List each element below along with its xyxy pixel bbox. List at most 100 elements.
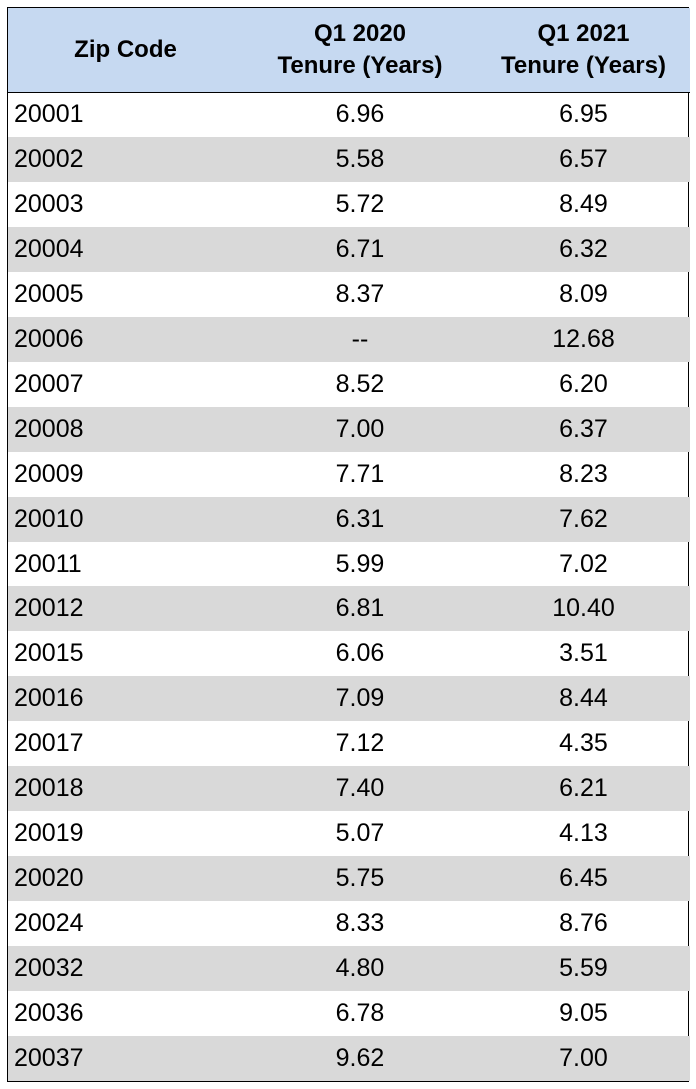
q1-2021-cell: 6.95 [559,100,608,129]
zip-cell: 20036 [14,999,84,1028]
table-row: 20018 7.40 6.21 [8,766,690,812]
q1-2021-cell: 6.21 [477,766,690,812]
header-zip-code-label: Zip Code [74,35,177,63]
zip-cell: 20019 [14,819,84,848]
q1-2021-cell: 8.49 [559,189,608,218]
table-row: 20015 6.06 3.51 [8,631,690,676]
table-row: 20003 5.72 8.49 [8,182,690,227]
q1-2021-cell: 7.62 [477,496,690,542]
q1-2020-cell: 8.52 [335,369,385,398]
q1-2021-cell: 6.32 [477,226,690,272]
table-row: 20002 5.58 6.57 [8,136,690,182]
zip-cell: 20004 [8,226,243,272]
q1-2021-cell: 6.57 [477,136,690,182]
q1-2021-cell: 4.35 [559,729,608,758]
table-row: 20007 8.52 6.20 [8,362,690,407]
zip-cell: 20032 [8,946,243,992]
q1-2021-cell: 8.76 [559,909,608,938]
q1-2021-cell: 6.37 [477,406,690,452]
zip-cell: 20011 [14,549,82,578]
table-row: 20017 7.12 4.35 [8,721,690,766]
table-row: 20037 9.62 7.00 [8,1036,690,1081]
q1-2021-cell: 6.20 [559,369,608,398]
q1-2021-cell: 8.44 [477,676,690,722]
q1-2021-cell: 8.23 [559,459,608,488]
zip-cell: 20001 [14,100,84,129]
table-row: 20006 -- 12.68 [8,316,690,362]
header-zip-code: Zip Code [8,8,243,93]
q1-2021-cell: 8.09 [559,279,608,308]
q1-2020-cell: 8.37 [335,279,385,308]
q1-2021-cell: 5.59 [477,946,690,992]
zip-cell: 20037 [8,1036,243,1081]
zip-cell: 20002 [8,136,243,182]
zip-cell: 20024 [14,909,84,938]
q1-2020-cell: 7.40 [243,766,477,812]
q1-2021-cell: 6.45 [477,856,690,902]
q1-2020-cell: 8.33 [335,909,385,938]
q1-2020-cell: 6.81 [243,586,477,632]
q1-2020-cell: 5.07 [335,819,385,848]
table-header: Zip Code Q1 2020 Tenure (Years) Q1 2021 … [8,8,690,93]
q1-2020-cell: 7.71 [335,459,385,488]
header-q1-2021-line2: Tenure (Years) [501,51,666,79]
table-row: 20010 6.31 7.62 [8,496,690,542]
header-q1-2020: Q1 2020 Tenure (Years) [243,8,477,93]
q1-2020-cell: 5.58 [243,136,477,182]
q1-2020-cell: 7.00 [243,406,477,452]
table-row: 20016 7.09 8.44 [8,676,690,722]
q1-2021-cell: 3.51 [559,639,608,668]
q1-2020-cell: 5.75 [243,856,477,902]
zip-cell: 20005 [14,279,84,308]
zip-cell: 20018 [8,766,243,812]
q1-2020-cell: 5.99 [335,549,385,578]
q1-2020-cell: 7.12 [335,729,385,758]
q1-2020-cell: 6.31 [243,496,477,542]
q1-2020-cell: -- [243,316,477,362]
q1-2021-cell: 7.02 [559,549,608,578]
table-row: 20036 6.78 9.05 [8,991,690,1036]
table-body: 20001 6.96 6.95 20002 5.58 6.57 20003 5.72 8.4… [8,92,690,1081]
q1-2021-cell: 12.68 [477,316,690,362]
table-row: 20001 6.96 6.95 [8,92,690,137]
table-row: 20005 8.37 8.09 [8,272,690,317]
table-row: 20019 5.07 4.13 [8,811,690,856]
q1-2020-cell: 6.06 [335,639,385,668]
q1-2021-cell: 9.05 [559,999,608,1028]
table-row: 20020 5.75 6.45 [8,856,690,902]
zip-cell: 20020 [8,856,243,902]
q1-2020-cell: 4.80 [243,946,477,992]
table-row: 20009 7.71 8.23 [8,452,690,497]
q1-2021-cell: 7.00 [477,1036,690,1081]
q1-2020-cell: 9.62 [243,1036,477,1081]
q1-2021-cell: 4.13 [559,819,608,848]
tenure-table-frame: Zip Code Q1 2020 Tenure (Years) Q1 2021 … [7,7,690,1082]
zip-cell: 20016 [8,676,243,722]
zip-cell: 20008 [8,406,243,452]
q1-2021-cell: 10.40 [477,586,690,632]
table-row: 20004 6.71 6.32 [8,226,690,272]
header-q1-2021: Q1 2021 Tenure (Years) [477,8,690,93]
header-q1-2020-line2: Tenure (Years) [277,51,443,79]
table-row: 20011 5.99 7.02 [8,542,690,587]
zip-cell: 20003 [14,189,84,218]
header-q1-2021-line1: Q1 2021 [537,19,630,47]
header-row: Zip Code Q1 2020 Tenure (Years) Q1 2021 … [8,8,690,93]
tenure-table: Zip Code Q1 2020 Tenure (Years) Q1 2021 … [8,8,690,1081]
zip-cell: 20015 [14,639,84,668]
zip-cell: 20010 [8,496,243,542]
table-row: 20032 4.80 5.59 [8,946,690,992]
q1-2020-cell: 5.72 [335,189,385,218]
table-row: 20012 6.81 10.40 [8,586,690,632]
table-row: 20008 7.00 6.37 [8,406,690,452]
zip-cell: 20006 [8,316,243,362]
table-row: 20024 8.33 8.76 [8,901,690,946]
zip-cell: 20012 [8,586,243,632]
q1-2020-cell: 6.96 [335,100,385,129]
zip-cell: 20017 [14,729,84,758]
header-q1-2020-line1: Q1 2020 [313,19,407,47]
zip-cell: 20009 [14,459,84,488]
q1-2020-cell: 7.09 [243,676,477,722]
zip-cell: 20007 [14,369,84,398]
q1-2020-cell: 6.78 [335,999,385,1028]
